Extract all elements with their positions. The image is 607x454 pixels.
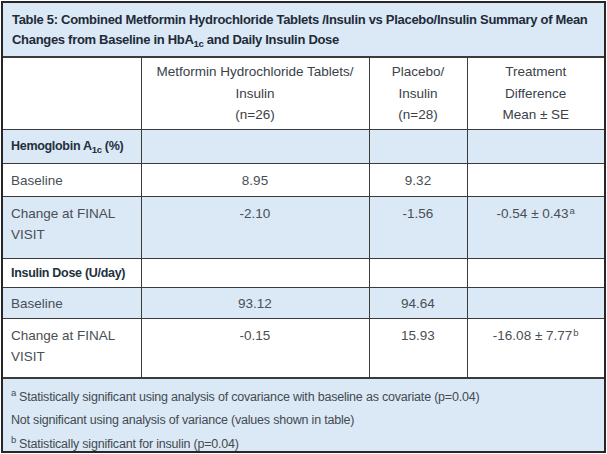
table-row-insulin-baseline: Baseline 93.12 94.64 (3, 288, 604, 319)
cell-value: 8.95 (141, 164, 369, 197)
column-header-line: Treatment (474, 61, 599, 83)
table-row-insulin-dose-section: Insulin Dose (U/day) (3, 259, 604, 288)
column-header-stub (3, 58, 141, 130)
row-label-text: Hemoglobin A (11, 139, 92, 153)
cell-value (369, 259, 467, 288)
row-label-text-end: (%) (102, 139, 124, 153)
row-label-baseline: Baseline (3, 288, 141, 319)
footnote-b: bStatistically significant for insulin (… (11, 432, 594, 452)
column-header-line: (n=28) (376, 104, 461, 126)
column-header-line: Placebo/ (376, 61, 461, 83)
column-header-treatment-difference: Treatment Difference Mean ± SE (467, 58, 604, 130)
cell-value: 94.64 (369, 288, 467, 319)
summary-table: Metformin Hydrochloride Tablets/ Insulin… (3, 57, 604, 378)
cell-value-text: -16.08 ± 7.77 (493, 328, 572, 343)
footnote-marker-b: b (573, 327, 578, 338)
cell-value (141, 130, 369, 164)
cell-value-text: -0.54 ± 0.43 (497, 206, 569, 221)
cell-value: 15.93 (369, 319, 467, 378)
cell-value (467, 259, 604, 288)
footnote-text: Statistically significant using analysis… (19, 390, 479, 404)
footnote-text: Statistically significant for insulin (p… (19, 437, 239, 451)
table-5-document: Table 5: Combined Metformin Hydrochlorid… (1, 1, 606, 453)
cell-value (467, 288, 604, 319)
table-title-text-end: and Daily Insulin Dose (204, 32, 339, 47)
cell-value (369, 130, 467, 164)
footnote-marker-b: b (11, 434, 16, 445)
row-label-baseline: Baseline (3, 164, 141, 197)
column-header-placebo-insulin: Placebo/ Insulin (n=28) (369, 58, 467, 130)
column-header-line: Metformin Hydrochloride Tablets/ (148, 61, 363, 83)
table-row-hemoglobin-section: Hemoglobin A1c (%) (3, 130, 604, 164)
row-label-change-final-visit: Change at FINAL VISIT (3, 319, 141, 378)
footnote-marker-a: a (11, 387, 16, 398)
cell-value: -0.15 (141, 319, 369, 378)
cell-value: -2.10 (141, 197, 369, 259)
table-row-insulin-change: Change at FINAL VISIT -0.15 15.93 -16.08… (3, 319, 604, 378)
cell-value (141, 259, 369, 288)
table-title-subscript: 1c (194, 38, 204, 49)
row-label-text: Change at FINAL VISIT (11, 206, 115, 242)
row-label-subscript: 1c (92, 144, 102, 155)
cell-value: -1.56 (369, 197, 467, 259)
footnotes-section: aStatistically significant using analysi… (3, 378, 604, 451)
column-header-row: Metformin Hydrochloride Tablets/ Insulin… (3, 58, 604, 130)
cell-value: 9.32 (369, 164, 467, 197)
row-label-hemoglobin: Hemoglobin A1c (%) (3, 130, 141, 164)
column-header-line: Insulin (376, 83, 461, 105)
row-label-text: Baseline (11, 296, 63, 311)
cell-value (467, 130, 604, 164)
column-header-line: (n=26) (148, 104, 363, 126)
table-title: Table 5: Combined Metformin Hydrochlorid… (3, 3, 604, 57)
footnote-variance: Not significant using analysis of varian… (11, 408, 594, 431)
column-header-line: Mean ± SE (474, 104, 599, 126)
column-header-metformin-insulin: Metformin Hydrochloride Tablets/ Insulin… (141, 58, 369, 130)
row-label-text: Insulin Dose (U/day) (11, 266, 125, 280)
table-row-hba1c-change: Change at FINAL VISIT -2.10 -1.56 -0.54 … (3, 197, 604, 259)
cell-value-with-footnote: -0.54 ± 0.43a (467, 197, 604, 259)
cell-value (467, 164, 604, 197)
cell-value-with-footnote: -16.08 ± 7.77b (467, 319, 604, 378)
row-label-insulin-dose: Insulin Dose (U/day) (3, 259, 141, 288)
table-row-hba1c-baseline: Baseline 8.95 9.32 (3, 164, 604, 197)
cell-value: 93.12 (141, 288, 369, 319)
row-label-text: Change at FINAL VISIT (11, 328, 115, 364)
footnote-marker-a: a (570, 205, 575, 216)
row-label-text: Baseline (11, 173, 63, 188)
column-header-line: Insulin (148, 83, 363, 105)
row-label-change-final-visit: Change at FINAL VISIT (3, 197, 141, 259)
footnote-text: Not significant using analysis of varian… (11, 413, 354, 427)
footnote-a: aStatistically significant using analysi… (11, 385, 594, 408)
column-header-line: Difference (474, 83, 599, 105)
